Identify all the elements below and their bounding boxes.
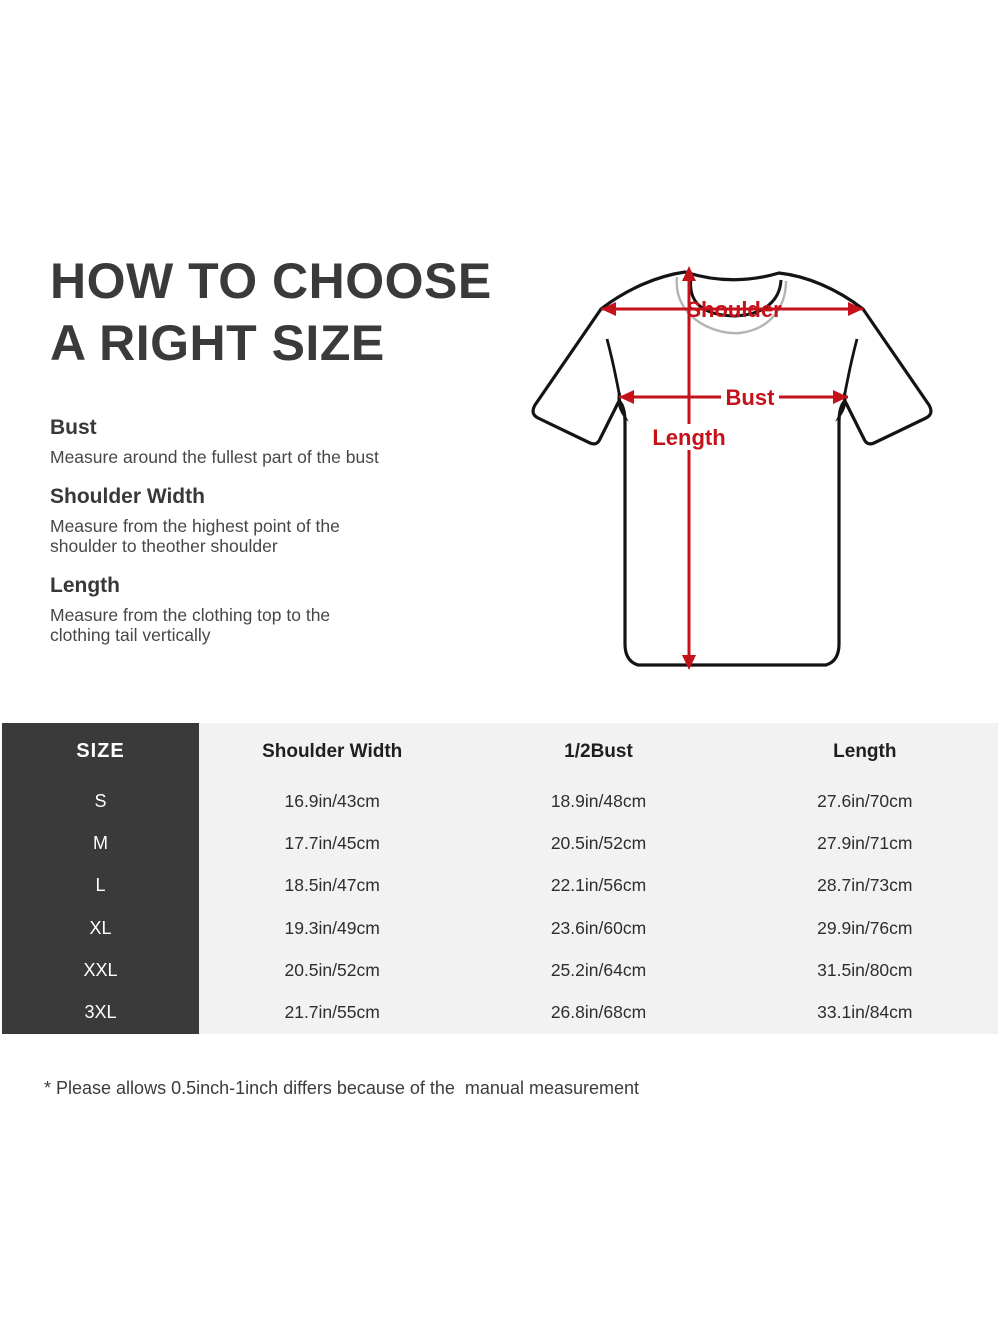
- size-table-row-m-label: M: [2, 822, 199, 865]
- size-table-row-3xl-shoulder: 21.7in/55cm: [284, 1002, 380, 1023]
- size-table-row-l-length: 28.7in/73cm: [817, 875, 913, 896]
- size-table-row-xl-length: 29.9in/76cm: [817, 917, 913, 938]
- shoulder-label: Shoulder: [686, 297, 782, 322]
- collar-shadow-line: [675, 276, 788, 335]
- size-table-header-size: SIZE: [2, 723, 199, 780]
- measurement-instructions: Bust Measure around the fullest part of …: [50, 416, 490, 663]
- size-table-row-3xl-bust: 26.8in/68cm: [550, 1002, 647, 1023]
- length-arrowhead-top: [682, 266, 696, 281]
- shoulder-arrowhead-left: [601, 302, 616, 316]
- measurement-disclaimer: * Please allows 0.5inch-1inch differs be…: [44, 1078, 640, 1098]
- instruction-bust-heading: Bust: [50, 416, 97, 439]
- left-armpit-shade: [617, 392, 629, 422]
- tshirt-measurement-diagram: Shoulder Bust Length: [531, 266, 933, 670]
- instruction-length: Length Measure from the clothing top to …: [50, 574, 490, 645]
- size-table-row-l-shoulder: 18.5in/47cm: [284, 875, 380, 896]
- size-table-row-m-bust: 20.5in/52cm: [550, 832, 647, 853]
- instruction-length-text-line2: clothing tail vertically: [50, 625, 211, 645]
- page-title-line1: HOW TO CHOOSE: [50, 253, 492, 309]
- size-table-header-half-bust: 1/2Bust: [564, 740, 633, 762]
- instruction-shoulder-width: Shoulder Width Measure from the highest …: [50, 485, 490, 556]
- size-table-row-xxl-label: XXL: [2, 949, 199, 992]
- instruction-length-heading: Length: [50, 574, 120, 597]
- instruction-shoulder-text-line1: Measure from the highest point of the: [50, 516, 340, 536]
- size-table-header-shoulder-width: Shoulder Width: [262, 740, 403, 762]
- right-armpit-shade: [835, 392, 847, 422]
- size-table-row-xxl-bust: 25.2in/64cm: [550, 959, 647, 980]
- length-arrowhead-bottom: [682, 655, 696, 670]
- bust-label: Bust: [726, 385, 776, 410]
- size-table-row-xl-label: XL: [2, 906, 199, 950]
- size-table-row-s-length: 27.6in/70cm: [817, 790, 913, 811]
- instruction-length-text-line1: Measure from the clothing top to the: [50, 605, 331, 625]
- shoulder-arrowhead-right: [848, 302, 863, 316]
- size-table-row-s-label: S: [2, 780, 199, 823]
- size-table-row-s-shoulder: 16.9in/43cm: [284, 790, 380, 811]
- size-table-row-xxl-shoulder: 20.5in/52cm: [284, 959, 380, 980]
- size-table-row-xl-shoulder: 19.3in/49cm: [284, 917, 380, 938]
- size-table-row-l-bust: 22.1in/56cm: [550, 875, 647, 896]
- bust-arrowhead-left: [619, 390, 634, 404]
- size-table-row-l-label: L: [2, 864, 199, 907]
- collar-opening-line: [689, 277, 783, 318]
- size-table-row-m-shoulder: 17.7in/45cm: [284, 832, 380, 853]
- size-table-row-s-bust: 18.9in/48cm: [550, 790, 647, 811]
- instruction-shoulder-text-line2: shoulder to theother shoulder: [50, 536, 278, 556]
- page-title-line2: A RIGHT SIZE: [50, 315, 385, 371]
- bust-label-bg: [721, 384, 779, 410]
- size-table-row-xxl-length: 31.5in/80cm: [817, 959, 913, 980]
- size-table-row-xl-bust: 23.6in/60cm: [550, 917, 647, 938]
- length-label-bg: [654, 424, 724, 450]
- size-table-row-3xl-length: 33.1in/84cm: [817, 1002, 913, 1023]
- size-table-row-3xl-label: 3XL: [2, 991, 199, 1034]
- instruction-shoulder-heading: Shoulder Width: [50, 485, 205, 508]
- size-table-header-length: Length: [833, 740, 897, 762]
- size-table: SIZE Shoulder Width 1/2Bust Length S 16.…: [2, 723, 998, 1034]
- bust-arrowhead-right: [833, 390, 848, 404]
- size-table-row-m-length: 27.9in/71cm: [817, 832, 913, 853]
- instruction-bust-text: Measure around the fullest part of the b…: [50, 447, 379, 467]
- tshirt-outline-shape: [531, 270, 933, 667]
- length-label: Length: [652, 425, 725, 450]
- page-title: HOW TO CHOOSE A RIGHT SIZE: [50, 250, 492, 374]
- instruction-bust: Bust Measure around the fullest part of …: [50, 416, 490, 467]
